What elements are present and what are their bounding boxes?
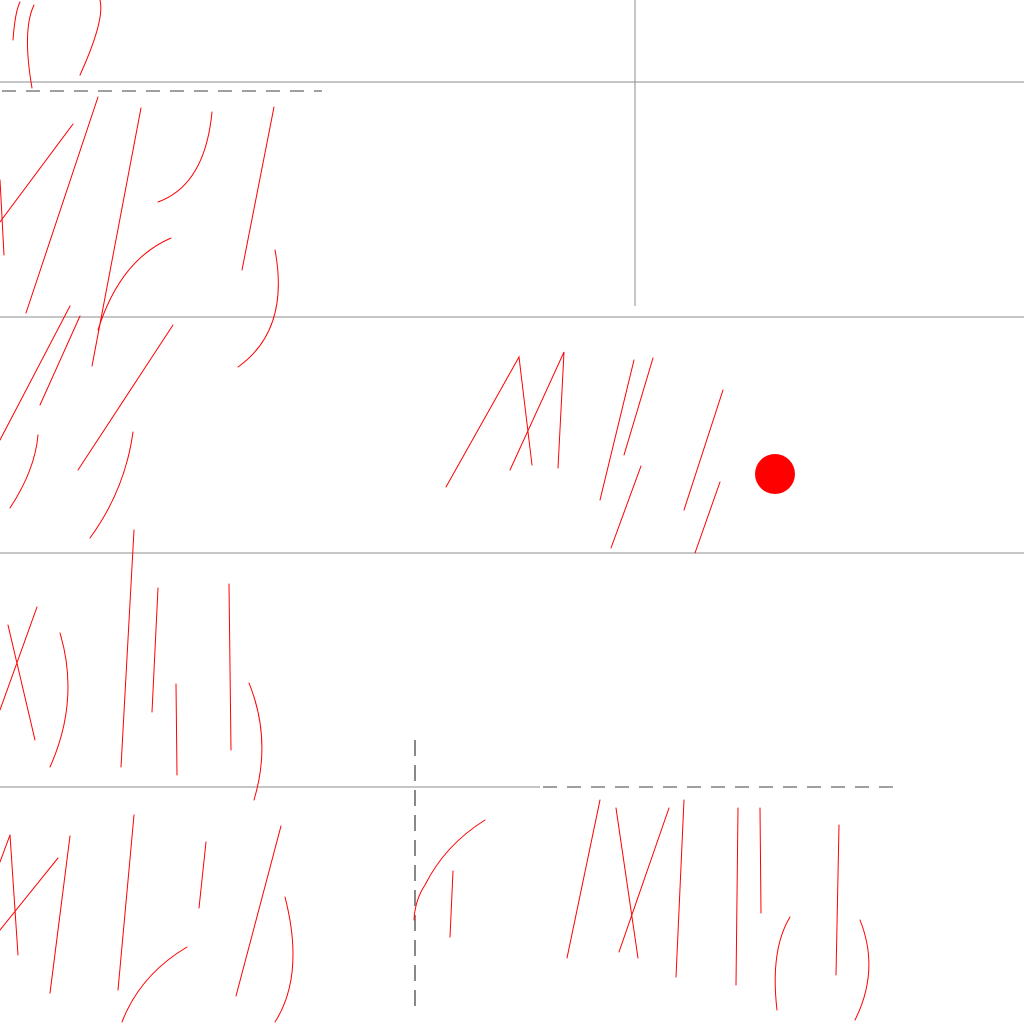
ink-stroke (241, 106, 275, 271)
ink-stroke (683, 389, 724, 511)
ink-stroke (618, 807, 670, 953)
ink-stroke (0, 857, 59, 931)
ink-stroke (39, 315, 81, 406)
ink-stroke (854, 919, 870, 1021)
ink-stroke (151, 587, 159, 713)
ink-stroke (228, 583, 232, 751)
ink-stroke (759, 807, 762, 914)
ink-stroke (49, 632, 69, 768)
ink-stroke (413, 819, 486, 921)
ink-stroke (0, 123, 74, 223)
ink-stroke (198, 841, 207, 909)
ink-stroke (77, 324, 174, 471)
ink-stroke (157, 111, 213, 203)
ink-stroke (27, 4, 35, 89)
ink-stroke (12, 1, 21, 41)
ink-stroke (235, 825, 282, 997)
ink-stroke (237, 249, 279, 368)
ink-stroke (0, 834, 11, 863)
ink-stroke (97, 237, 172, 331)
ink-stroke (566, 799, 601, 959)
ink-stroke (623, 357, 654, 456)
ink-stroke (9, 434, 39, 509)
ink-stroke (599, 359, 635, 501)
dashed-guides (2, 90, 902, 1014)
ink-stroke (89, 431, 134, 539)
ink-stroke (117, 814, 135, 991)
ink-stroke (0, 179, 5, 256)
ink-stroke (248, 682, 263, 801)
ink-stroke (615, 807, 639, 959)
ink-stroke (79, 0, 102, 76)
ink-stroke (445, 355, 533, 488)
ink-stroke (9, 834, 19, 956)
horizontal-guide-lines (0, 81, 1024, 788)
ink-stroke (694, 481, 721, 554)
ink-stroke (735, 807, 739, 986)
pointer-dot[interactable] (755, 454, 795, 494)
ink-stroke (121, 946, 188, 1023)
ink-stroke (7, 624, 36, 741)
ink-stroke (835, 824, 840, 976)
ink-stroke (449, 870, 454, 938)
ink-stroke (49, 835, 71, 994)
ink-stroke (610, 465, 642, 549)
ink-stroke (774, 916, 791, 1011)
ink-stroke (509, 351, 565, 471)
ink-stroke (0, 606, 38, 711)
ink-stroke (274, 896, 294, 1023)
ink-stroke (120, 529, 135, 768)
ink-stroke (675, 799, 685, 978)
ink-strokes (0, 0, 870, 1023)
ink-stroke (25, 96, 99, 314)
ink-stroke (175, 683, 178, 776)
ink-stroke (0, 305, 71, 441)
